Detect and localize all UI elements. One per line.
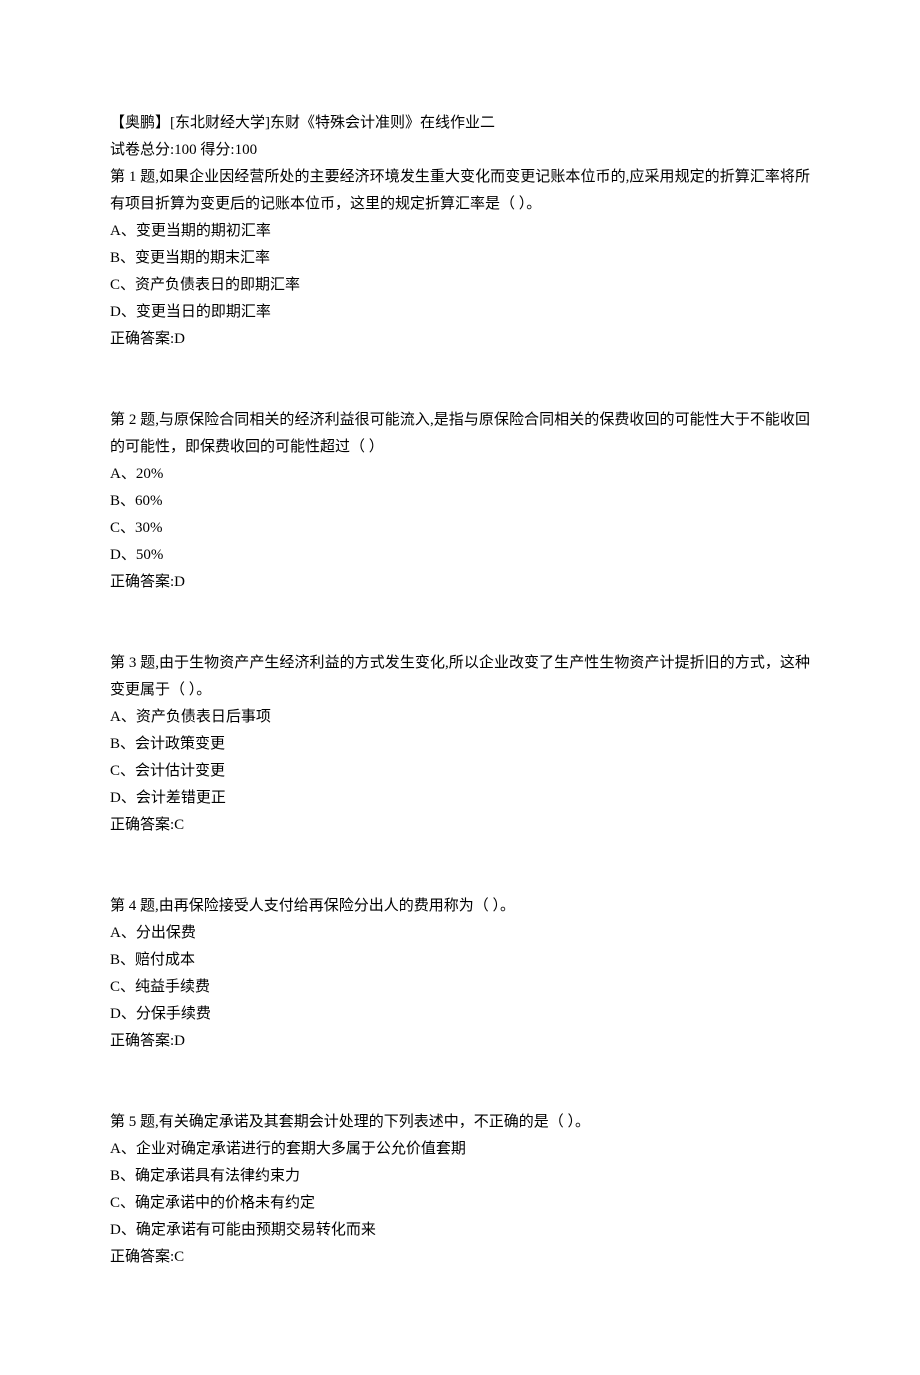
question-option: D、50% [110,542,810,569]
question-answer: 正确答案:D [110,569,810,596]
question-prompt: 第 4 题,由再保险接受人支付给再保险分出人的费用称为（ ）。 [110,893,810,920]
question-answer: 正确答案:C [110,1244,810,1271]
score-line: 试卷总分:100 得分:100 [110,137,810,164]
question-answer: 正确答案:C [110,812,810,839]
question-option: C、纯益手续费 [110,974,810,1001]
course-title: 【奥鹏】[东北财经大学]东财《特殊会计准则》在线作业二 [110,110,810,137]
question-option: A、分出保费 [110,920,810,947]
question-block: 第 1 题,如果企业因经营所处的主要经济环境发生重大变化而变更记账本位币的,应采… [110,164,810,353]
question-option: A、变更当期的期初汇率 [110,218,810,245]
questions-container: 第 1 题,如果企业因经营所处的主要经济环境发生重大变化而变更记账本位币的,应采… [110,164,810,1271]
question-option: C、资产负债表日的即期汇率 [110,272,810,299]
question-option: A、20% [110,461,810,488]
question-option: A、企业对确定承诺进行的套期大多属于公允价值套期 [110,1136,810,1163]
question-option: C、确定承诺中的价格未有约定 [110,1190,810,1217]
question-prompt: 第 1 题,如果企业因经营所处的主要经济环境发生重大变化而变更记账本位币的,应采… [110,164,810,218]
question-prompt: 第 5 题,有关确定承诺及其套期会计处理的下列表述中，不正确的是（ ）。 [110,1109,810,1136]
question-answer: 正确答案:D [110,1028,810,1055]
question-block: 第 2 题,与原保险合同相关的经济利益很可能流入,是指与原保险合同相关的保费收回… [110,407,810,596]
question-option: B、会计政策变更 [110,731,810,758]
document-header: 【奥鹏】[东北财经大学]东财《特殊会计准则》在线作业二 试卷总分:100 得分:… [110,110,810,164]
question-option: B、60% [110,488,810,515]
question-option: D、会计差错更正 [110,785,810,812]
question-option: A、资产负债表日后事项 [110,704,810,731]
question-prompt: 第 3 题,由于生物资产产生经济利益的方式发生变化,所以企业改变了生产性生物资产… [110,650,810,704]
question-answer: 正确答案:D [110,326,810,353]
question-option: B、确定承诺具有法律约束力 [110,1163,810,1190]
question-option: C、30% [110,515,810,542]
question-option: D、分保手续费 [110,1001,810,1028]
question-block: 第 4 题,由再保险接受人支付给再保险分出人的费用称为（ ）。A、分出保费B、赔… [110,893,810,1055]
question-prompt: 第 2 题,与原保险合同相关的经济利益很可能流入,是指与原保险合同相关的保费收回… [110,407,810,461]
question-option: C、会计估计变更 [110,758,810,785]
question-block: 第 3 题,由于生物资产产生经济利益的方式发生变化,所以企业改变了生产性生物资产… [110,650,810,839]
question-option: B、赔付成本 [110,947,810,974]
question-option: D、确定承诺有可能由预期交易转化而来 [110,1217,810,1244]
question-block: 第 5 题,有关确定承诺及其套期会计处理的下列表述中，不正确的是（ ）。A、企业… [110,1109,810,1271]
question-option: B、变更当期的期末汇率 [110,245,810,272]
question-option: D、变更当日的即期汇率 [110,299,810,326]
